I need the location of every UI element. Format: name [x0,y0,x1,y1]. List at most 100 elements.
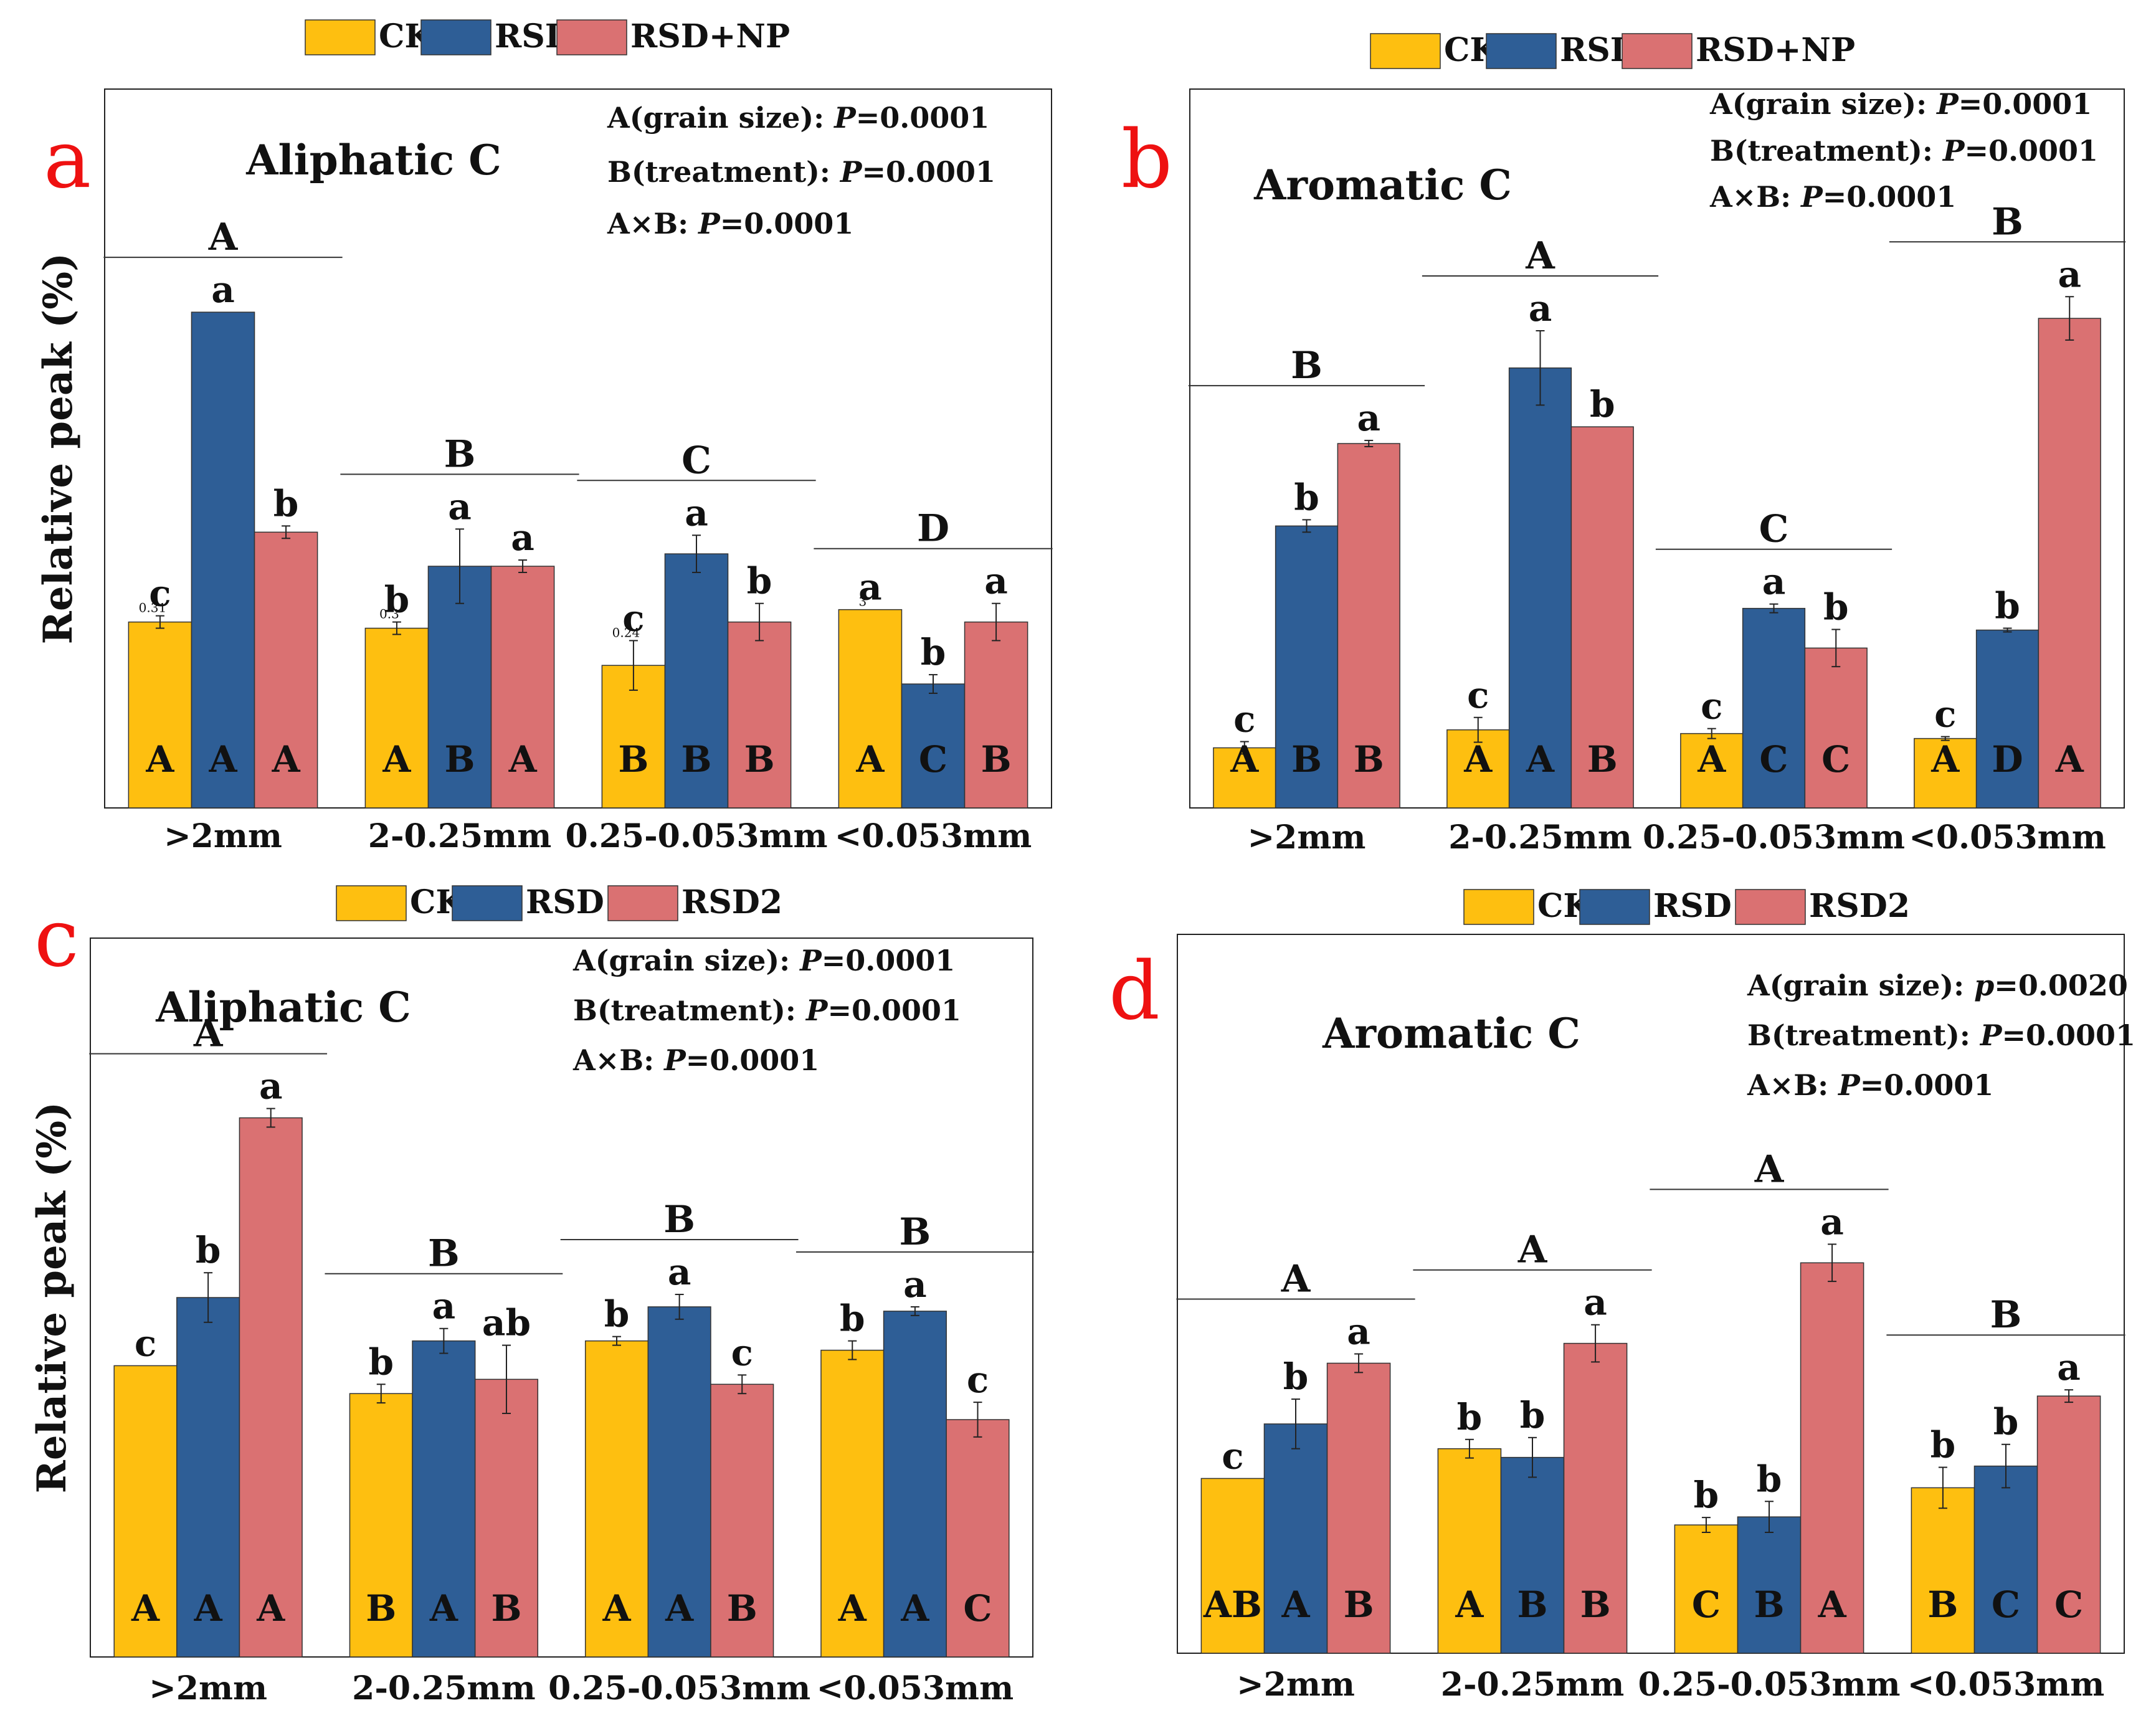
treatment-letter: C [1692,1583,1721,1626]
stat-value: =0.0001 [827,994,961,1027]
legend-swatch [1370,33,1441,69]
bar [2036,1395,2101,1654]
bar [838,609,903,809]
bar [901,683,966,809]
stat-p: P [1942,134,1965,168]
treatment-letter: A [2055,738,2084,781]
bar [1737,1516,1802,1654]
significance-letter: a [668,1251,691,1293]
treatment-letter: C [1821,738,1850,781]
bar [664,553,729,809]
legend-swatch [420,19,492,55]
bar [1911,1487,1975,1654]
stat-line1: A(grain size): P=0.0001 [1709,87,2092,121]
treatment-letter: B [1517,1583,1547,1626]
group-letter: B [900,1210,931,1254]
panel-letter: b [1121,113,1172,206]
stat-line1: A(grain size): P=0.0001 [607,101,989,135]
treatment-letter: B [1291,738,1322,781]
stat-p: P [1935,87,1959,121]
treatment-letter: A [508,738,538,781]
treatment-letter: A [1930,738,1960,781]
legend-swatch [1579,889,1650,925]
legend-swatch [1622,33,1693,69]
stat-label: A×B: [1747,1068,1838,1102]
treatment-letter: A [838,1587,867,1630]
y-axis-label: Relative peak (%) [29,1102,75,1494]
bar [1680,733,1744,809]
stat-line2: B(treatment): P=0.0001 [607,155,995,189]
treatment-letter: A [602,1587,632,1630]
significance-letter: c [1467,674,1489,716]
treatment-letter: C [2054,1583,2083,1626]
bar [1326,1362,1391,1654]
stat-p: P [799,944,822,977]
bar [1337,443,1400,809]
x-tick-label: 0.25-0.053mm [548,1669,810,1707]
legend-entry: RSD+NP [630,17,790,55]
group-letter: C [1759,508,1789,551]
significance-letter: b [1993,1401,2019,1443]
bar [647,1306,711,1658]
legend-entry: RSD2 [681,883,782,921]
treatment-letter: D [1992,738,2023,781]
bar [239,1117,303,1658]
treatment-letter: A [382,738,411,781]
significance-letter: a [1762,561,1786,603]
legend-swatch [1735,889,1806,925]
significance-letter: a [259,1065,283,1108]
stat-label: A(grain size): [572,944,800,977]
group-letter: A [1281,1257,1311,1301]
x-tick-label: >2mm [1248,819,1366,857]
significance-letter: b [1457,1396,1483,1438]
bar [364,627,429,809]
legend-swatch [336,885,407,921]
x-tick-label: 0.25-0.053mm [565,817,827,855]
bar [584,1340,649,1658]
x-tick-label: 2-0.25mm [352,1669,535,1707]
group-letter: A [1525,234,1555,278]
stat-p: P [805,994,829,1027]
bar [710,1383,774,1658]
treatment-letter: B [444,738,475,781]
stat-p: p [1974,969,1994,1002]
group-letter: D [917,507,949,551]
treatment-letter: A [1818,1583,1847,1626]
significance-letter: b [1283,1355,1309,1398]
stat-value: =0.0001 [1823,180,1957,214]
treatment-letter: A [208,738,237,781]
bar [1437,1448,1502,1654]
treatment-letter: B [1344,1583,1374,1626]
stat-line2: B(treatment): P=0.0001 [573,994,961,1027]
significance-letter: c [622,597,644,639]
bar [1263,1423,1328,1654]
stat-line2: B(treatment): P=0.0001 [1747,1018,2135,1052]
bar [427,566,492,809]
bar [946,1419,1010,1658]
stat-p: P [663,1043,686,1077]
x-tick-label: <0.053mm [1907,1666,2104,1704]
treatment-letter: A [131,1587,160,1630]
treatment-letter: A [194,1587,223,1630]
treatment-letter: AB [1203,1583,1262,1626]
treatment-letter: B [681,738,711,781]
bar [191,311,255,809]
significance-letter: b [1757,1458,1782,1500]
stat-value: =0.0001 [686,1043,820,1077]
group-letter: B [1291,344,1323,387]
bar [349,1393,413,1658]
plot-frame [104,88,1052,809]
treatment-letter: B [1754,1583,1784,1626]
group-letter: B [444,432,476,476]
bar [820,1349,885,1658]
significance-letter: b [604,1293,630,1336]
bar [1742,607,1806,809]
significance-letter: a [984,560,1008,602]
stat-line3: A×B: P=0.0001 [1747,1068,1993,1102]
group-letter: A [193,1012,224,1056]
significance-letter: b [840,1298,865,1340]
x-tick-label: 0.25-0.053mm [1638,1666,1900,1704]
stat-line3: A×B: P=0.0001 [572,1043,819,1077]
treatment-letter: B [981,738,1012,781]
